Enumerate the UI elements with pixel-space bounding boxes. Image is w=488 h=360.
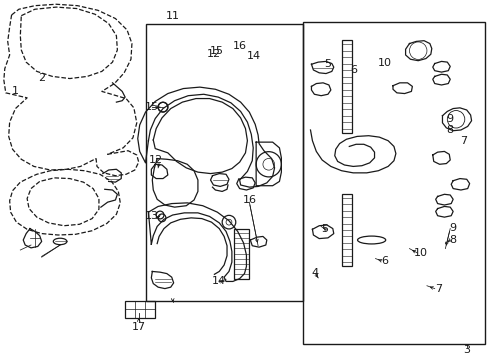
Text: 17: 17 <box>131 322 145 332</box>
Text: 1: 1 <box>12 86 19 96</box>
Bar <box>125 301 155 318</box>
Text: 14: 14 <box>212 276 226 287</box>
Text: 9: 9 <box>446 113 453 123</box>
Text: 2: 2 <box>38 73 45 83</box>
Text: 9: 9 <box>448 223 456 233</box>
Text: 5: 5 <box>321 224 328 234</box>
Text: 14: 14 <box>246 51 261 61</box>
Text: 13: 13 <box>144 211 158 221</box>
Text: 4: 4 <box>311 268 318 278</box>
Bar <box>341 194 351 266</box>
Text: 12: 12 <box>206 49 220 59</box>
Text: 5: 5 <box>324 59 331 68</box>
Text: 10: 10 <box>377 58 391 68</box>
Text: 8: 8 <box>448 235 456 245</box>
Text: 16: 16 <box>242 195 256 205</box>
Text: 10: 10 <box>413 248 427 258</box>
Text: 11: 11 <box>165 11 179 21</box>
Bar <box>341 40 351 133</box>
Text: 16: 16 <box>232 41 246 51</box>
Bar <box>302 22 484 343</box>
Text: 7: 7 <box>459 136 467 146</box>
Text: 15: 15 <box>145 102 159 112</box>
Text: 6: 6 <box>350 65 357 75</box>
Text: 6: 6 <box>381 256 388 266</box>
Text: 12: 12 <box>149 155 163 165</box>
Bar <box>146 24 302 301</box>
Text: 8: 8 <box>446 125 453 135</box>
Text: 7: 7 <box>434 284 441 294</box>
Text: 15: 15 <box>210 46 224 56</box>
Text: 3: 3 <box>462 345 469 355</box>
Bar <box>233 229 249 279</box>
